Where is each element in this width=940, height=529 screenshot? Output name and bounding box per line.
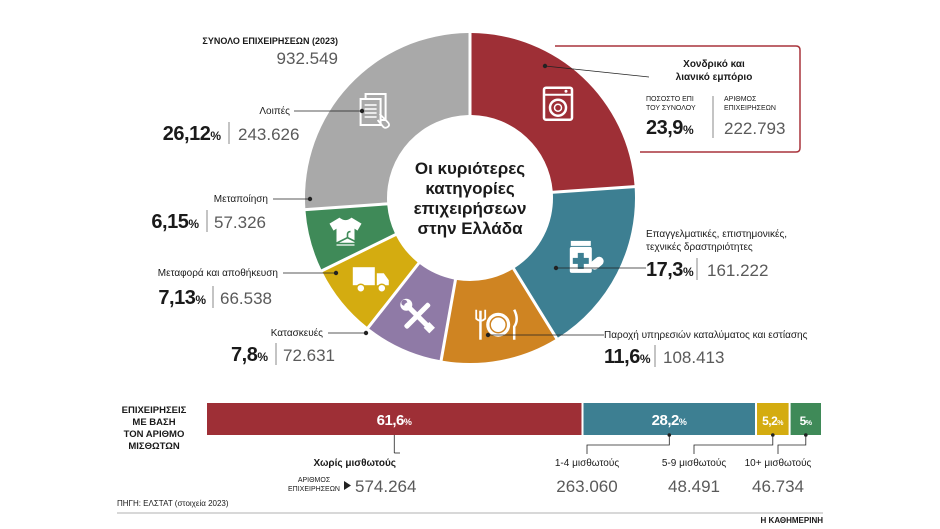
bar-count-label: ΑΡΙΘΜΟΣ bbox=[298, 477, 331, 484]
bar-count: 263.060 bbox=[556, 477, 617, 496]
arrow-right-icon bbox=[344, 481, 351, 490]
slice-percent: 7,8% bbox=[231, 344, 268, 366]
slice-labels: Επαγγελματικές, επιστημονικές,τεχνικές δ… bbox=[151, 63, 808, 368]
total-value: 932.549 bbox=[277, 49, 338, 68]
slice-label-line: Χονδρικό και bbox=[683, 59, 745, 70]
slice-count: 161.222 bbox=[707, 261, 768, 280]
truck-icon bbox=[352, 267, 389, 293]
slice-count: 108.413 bbox=[663, 348, 724, 367]
bar-segment-1 bbox=[207, 403, 582, 435]
slice-label-line: Μεταφορά και αποθήκευση bbox=[158, 267, 278, 279]
bar-count: 48.491 bbox=[668, 477, 720, 496]
slice-count: 72.631 bbox=[283, 346, 335, 365]
share-header: ΠΟΣΟΣΤΟ ΕΠΙ bbox=[646, 96, 694, 103]
leader-line bbox=[544, 65, 650, 78]
bar-segment-percent: 5,2% bbox=[762, 414, 784, 428]
slice-count: 243.626 bbox=[238, 125, 299, 144]
bar-segment-percent: 5% bbox=[800, 414, 813, 428]
donut-title-line: επιχειρήσεων bbox=[414, 199, 527, 218]
slice-label-line: Επαγγελματικές, επιστημονικές, bbox=[646, 228, 787, 240]
bar-segment-percent: 28,2% bbox=[652, 412, 687, 429]
total-block: ΣΥΝΟΛΟ ΕΠΙΧΕΙΡΗΣΕΩΝ (2023) 932.549 bbox=[202, 36, 338, 68]
slice-label-line: Παροχή υπηρεσιών καταλύματος και εστίαση… bbox=[604, 329, 808, 341]
bar-segment-percent: 61,6% bbox=[377, 412, 412, 429]
washing-machine-icon bbox=[542, 86, 574, 121]
bar-leader bbox=[693, 435, 774, 454]
shirt-hanger-icon bbox=[329, 217, 362, 246]
footer: ΠΗΓΗ: ΕΛΣΤΑΤ (στοιχεία 2023) Η ΚΑΘΗΜΕΡΙΝΗ bbox=[117, 499, 823, 525]
slice-label-line: Λοιπές bbox=[259, 105, 290, 117]
bar-leader bbox=[777, 435, 807, 454]
slice-percent: 17,3% bbox=[646, 259, 694, 281]
bar-chart-title-line: ΜΕ ΒΑΣΗ bbox=[132, 417, 175, 428]
source-note: ΠΗΓΗ: ΕΛΣΤΑΤ (στοιχεία 2023) bbox=[117, 499, 229, 508]
slice-percent: 23,9% bbox=[646, 117, 694, 139]
donut-title-line: στην Ελλάδα bbox=[417, 219, 523, 238]
bar-leader bbox=[586, 435, 670, 454]
bar-category-label: 10+ μισθωτούς bbox=[745, 457, 812, 469]
bar-count: 46.734 bbox=[752, 477, 804, 496]
slice-label-line: Μεταποίηση bbox=[214, 193, 268, 205]
slice-percent: 6,15% bbox=[151, 211, 199, 233]
total-label: ΣΥΝΟΛΟ ΕΠΙΧΕΙΡΗΣΕΩΝ (2023) bbox=[202, 36, 338, 46]
count-header: ΕΠΙΧΕΙΡΗΣΕΩΝ bbox=[724, 105, 776, 112]
slice-percent: 26,12% bbox=[163, 123, 222, 145]
bar-chart-title-line: ΕΠΙΧΕΙΡΗΣΕΙΣ bbox=[122, 405, 187, 416]
slice-percent: 11,6% bbox=[604, 346, 651, 368]
slice-count: 222.793 bbox=[724, 119, 785, 138]
slice-count: 57.326 bbox=[214, 213, 266, 232]
bar-segment-4 bbox=[790, 403, 821, 435]
highlight-box: Χονδρικό και λιανικό εμπόριο ΠΟΣΟΣΤΟ ΕΠΙ ΤΟ… bbox=[555, 45, 801, 153]
bar-count: 574.264 bbox=[355, 477, 416, 496]
donut-title-line: Οι κυριότερες bbox=[415, 159, 525, 178]
bar-category-label: 5-9 μισθωτούς bbox=[662, 457, 726, 469]
share-header: ΤΟΥ ΣΥΝΟΛΟΥ bbox=[646, 105, 696, 112]
medicine-icon bbox=[569, 240, 604, 273]
bar-chart-title-line: ΜΙΣΘΩΤΩΝ bbox=[128, 441, 180, 452]
slice-label-line: τεχνικές δραστηριότητες bbox=[646, 241, 753, 253]
bar-segment-3 bbox=[757, 403, 789, 435]
bar-chart-title-line: ΤΟΝ ΑΡΙΘΜΟ bbox=[124, 429, 185, 440]
donut-slice-1 bbox=[471, 33, 635, 191]
bar-category-label: 1-4 μισθωτούς bbox=[555, 457, 619, 469]
slice-label-line: λιανικό εμπόριο bbox=[676, 72, 753, 83]
cutlery-plate-icon bbox=[475, 309, 518, 340]
slice-count: 66.538 bbox=[220, 289, 272, 308]
bar-category-label: Χωρίς μισθωτούς bbox=[313, 458, 396, 469]
donut-title-line: κατηγορίες bbox=[425, 179, 514, 198]
donut-chart: Οι κυριότερεςκατηγορίεςεπιχειρήσεωνστην … bbox=[305, 33, 635, 363]
slice-label-line: Κατασκευές bbox=[271, 327, 323, 339]
count-header: ΑΡΙΘΜΟΣ bbox=[724, 96, 757, 103]
brand-name: Η ΚΑΘΗΜΕΡΙΝΗ bbox=[761, 516, 824, 525]
bar-segment-2 bbox=[583, 403, 755, 435]
bar-count-label: ΕΠΙΧΕΙΡΗΣΕΩΝ bbox=[288, 486, 340, 493]
slice-percent: 7,13% bbox=[158, 287, 206, 309]
